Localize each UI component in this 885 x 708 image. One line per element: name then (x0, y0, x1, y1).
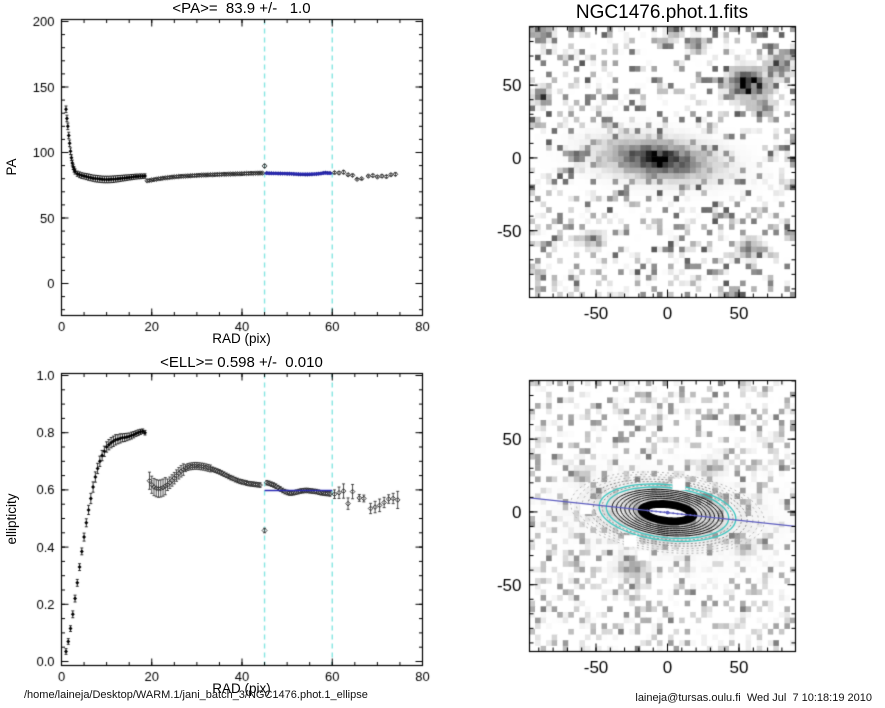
pa-x-axis-label: RAD (pix) (212, 331, 271, 346)
ellipticity-plot-canvas (0, 354, 442, 708)
galaxy-image-canvas (442, 0, 885, 354)
pa-y-axis-label: PA (4, 158, 19, 176)
fits-image-title: NGC1476.phot.1.fits (575, 2, 749, 23)
user-host-timestamp: laineja@tursas.oulu.fi Wed Jul 7 10:18:1… (635, 692, 872, 704)
pa-plot-title: <PA>= 83.9 +/- 1.0 (172, 0, 311, 17)
ell-plot-title: <ELL>= 0.598 +/- 0.010 (160, 354, 323, 371)
pa-plot-canvas (0, 0, 442, 354)
ell-x-axis-label: RAD (pix) (212, 681, 271, 696)
ellipse-overlay-image-canvas (442, 354, 885, 708)
output-file-path: /home/laineja/Desktop/WARM.1/jani_batch_… (24, 689, 368, 701)
ell-y-axis-label: ellipticity (4, 493, 19, 545)
